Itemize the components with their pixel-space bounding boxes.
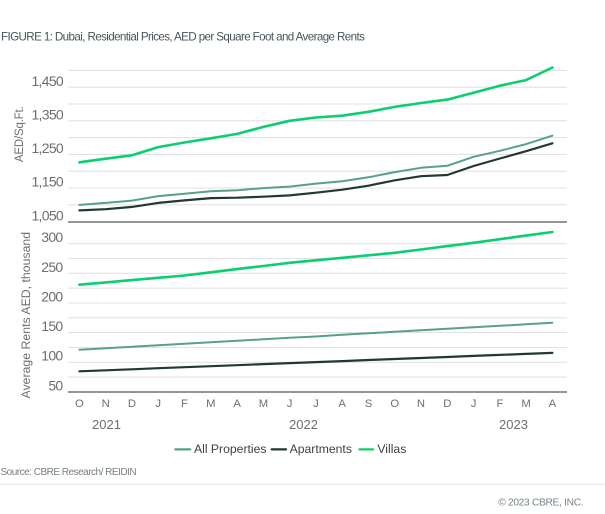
- svg-text:A: A: [338, 398, 346, 410]
- svg-text:J: J: [313, 398, 319, 410]
- svg-text:100: 100: [41, 348, 63, 364]
- svg-text:1,450: 1,450: [31, 73, 63, 89]
- svg-text:M: M: [521, 398, 530, 410]
- svg-text:O: O: [390, 398, 399, 410]
- svg-text:1,250: 1,250: [31, 140, 63, 156]
- svg-text:J: J: [155, 398, 161, 410]
- svg-text:200: 200: [41, 288, 63, 304]
- svg-text:50: 50: [48, 377, 63, 393]
- svg-text:M: M: [206, 398, 215, 410]
- svg-text:J: J: [471, 398, 477, 410]
- svg-text:1,050: 1,050: [31, 208, 63, 224]
- svg-text:Source: CBRE Research/ REIDIN: Source: CBRE Research/ REIDIN: [1, 467, 137, 478]
- svg-text:M: M: [259, 398, 268, 410]
- svg-text:All Properties: All Properties: [194, 442, 266, 456]
- svg-text:250: 250: [41, 259, 63, 275]
- svg-text:A: A: [233, 398, 241, 410]
- svg-text:2021: 2021: [92, 417, 121, 432]
- svg-text:J: J: [287, 398, 293, 410]
- svg-text:Apartments: Apartments: [290, 442, 352, 456]
- svg-text:A: A: [549, 398, 557, 410]
- svg-text:2022: 2022: [289, 417, 318, 432]
- svg-text:1,150: 1,150: [31, 174, 63, 190]
- svg-text:N: N: [102, 398, 110, 410]
- svg-text:2023: 2023: [499, 417, 528, 432]
- svg-text:FIGURE 1: Dubai, Residential P: FIGURE 1: Dubai, Residential Prices, AED…: [1, 30, 365, 43]
- svg-text:S: S: [365, 398, 373, 410]
- svg-text:© 2023 CBRE, INC.: © 2023 CBRE, INC.: [498, 498, 583, 509]
- svg-text:Villas: Villas: [377, 442, 406, 456]
- svg-text:O: O: [75, 398, 84, 410]
- svg-text:1,350: 1,350: [31, 107, 63, 123]
- svg-text:N: N: [417, 398, 425, 410]
- svg-text:Average Rents AED, thousand: Average Rents AED, thousand: [19, 232, 33, 399]
- svg-text:300: 300: [41, 229, 63, 245]
- svg-text:F: F: [496, 398, 503, 410]
- svg-text:D: D: [128, 398, 136, 410]
- svg-text:D: D: [443, 398, 451, 410]
- svg-text:150: 150: [41, 318, 63, 334]
- svg-text:AED/Sq.Ft.: AED/Sq.Ft.: [14, 107, 26, 163]
- svg-text:F: F: [181, 398, 188, 410]
